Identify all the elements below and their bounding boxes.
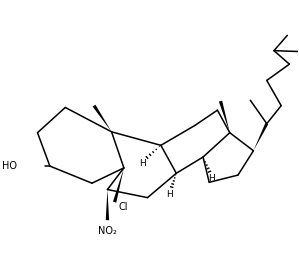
Text: H: H	[139, 159, 145, 168]
Text: H: H	[208, 174, 215, 184]
Text: Cl: Cl	[118, 202, 128, 212]
Text: H: H	[166, 190, 173, 199]
Text: HO: HO	[2, 161, 17, 171]
Polygon shape	[93, 105, 112, 132]
Text: NO₂: NO₂	[98, 226, 117, 236]
Polygon shape	[106, 190, 109, 220]
Polygon shape	[113, 168, 124, 203]
Polygon shape	[254, 123, 268, 151]
Polygon shape	[219, 101, 230, 133]
